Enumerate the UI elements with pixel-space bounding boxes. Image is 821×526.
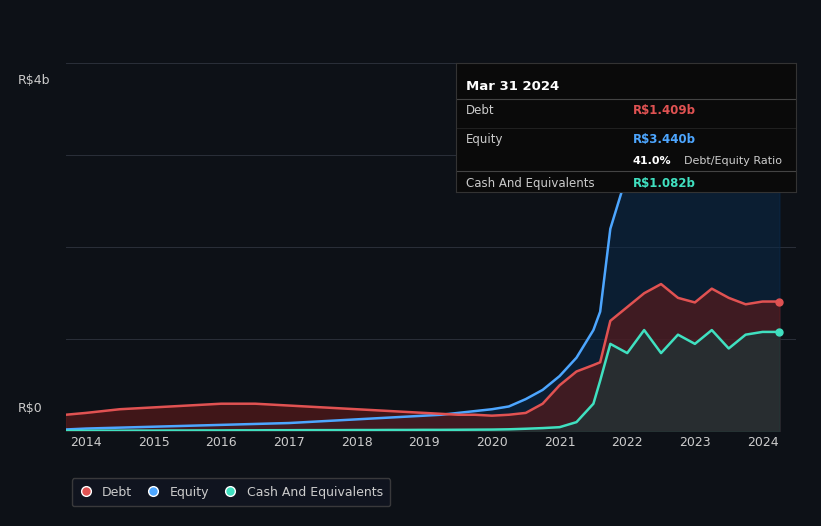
Text: Debt/Equity Ratio: Debt/Equity Ratio <box>684 156 782 166</box>
Text: R$1.409b: R$1.409b <box>633 104 696 117</box>
Text: R$3.440b: R$3.440b <box>633 133 696 146</box>
Text: R$4b: R$4b <box>18 74 51 87</box>
Text: R$1.082b: R$1.082b <box>633 177 695 189</box>
Text: Mar 31 2024: Mar 31 2024 <box>466 80 559 93</box>
Text: 41.0%: 41.0% <box>633 156 672 166</box>
Text: Cash And Equivalents: Cash And Equivalents <box>466 177 594 189</box>
Text: Equity: Equity <box>466 133 503 146</box>
Text: Debt: Debt <box>466 104 494 117</box>
Legend: Debt, Equity, Cash And Equivalents: Debt, Equity, Cash And Equivalents <box>72 478 390 506</box>
Text: R$0: R$0 <box>18 402 43 414</box>
